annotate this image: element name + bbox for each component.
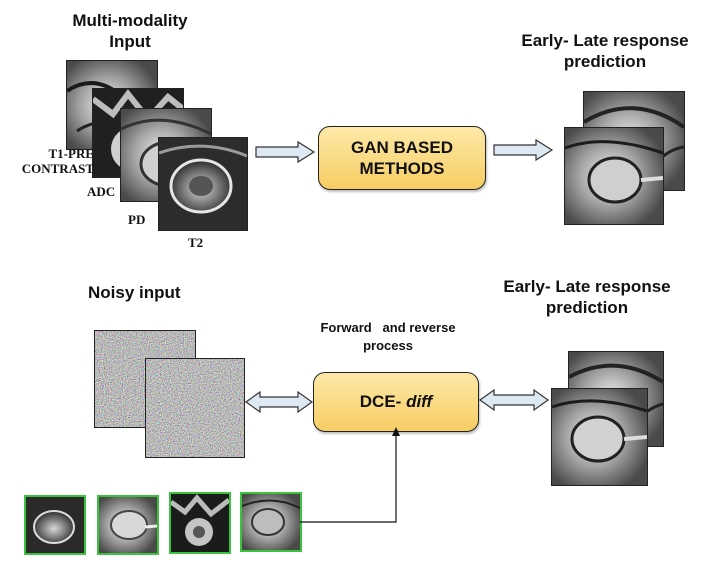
condition-thumb-t2 bbox=[24, 495, 86, 555]
double-arrow-noisy-to-dce bbox=[244, 390, 314, 414]
dce-diff-suffix: diff bbox=[406, 392, 433, 411]
noisy-input-title: Noisy input bbox=[88, 283, 181, 302]
output-title-top-line1: Early- Late response bbox=[521, 31, 689, 50]
input-title-line1: Multi-modality bbox=[72, 11, 188, 30]
label-t1-pre-contrast: T1-PRE CONTRAST bbox=[10, 146, 94, 176]
condition-thumb-adc bbox=[169, 492, 231, 554]
double-arrow-dce-to-output bbox=[478, 388, 550, 412]
gan-box-line1: GAN BASED bbox=[350, 138, 453, 157]
output-title-top-line2: prediction bbox=[563, 52, 647, 71]
dce-diff-prefix: DCE- bbox=[359, 392, 402, 411]
label-t1-line2: CONTRAST bbox=[21, 161, 94, 176]
label-t2: T2 bbox=[188, 235, 204, 250]
gan-box-line2: METHODS bbox=[359, 159, 445, 178]
output-image-early-top bbox=[564, 127, 664, 225]
input-title: Multi-modality Input bbox=[60, 10, 200, 52]
label-pd: PD bbox=[128, 212, 146, 227]
output-title-bottom-line1: Early- Late response bbox=[503, 277, 671, 296]
condition-thumb-t1-pre bbox=[240, 492, 302, 552]
output-title-bottom: Early- Late response prediction bbox=[482, 276, 692, 318]
process-label: Forward and reverse process bbox=[300, 319, 476, 355]
input-title-line2: Input bbox=[109, 32, 151, 51]
condition-arrow bbox=[300, 427, 400, 523]
mri-image-t2 bbox=[158, 137, 248, 231]
gan-based-methods-box: GAN BASED METHODS bbox=[318, 126, 486, 190]
dce-diff-box: DCE- diff bbox=[313, 372, 479, 432]
output-image-early-bottom bbox=[551, 388, 648, 486]
output-title-bottom-line2: prediction bbox=[545, 298, 629, 317]
process-label-line2: process bbox=[363, 338, 413, 353]
output-title-top: Early- Late response prediction bbox=[500, 30, 705, 72]
condition-thumb-pd bbox=[97, 495, 159, 555]
process-label-line1: Forward and reverse bbox=[320, 320, 456, 335]
label-t1-line1: T1-PRE bbox=[48, 146, 95, 161]
label-adc: ADC bbox=[87, 184, 116, 199]
arrow-input-to-gan bbox=[255, 140, 316, 164]
noisy-image-front bbox=[145, 358, 245, 458]
arrow-gan-to-output bbox=[493, 138, 554, 162]
